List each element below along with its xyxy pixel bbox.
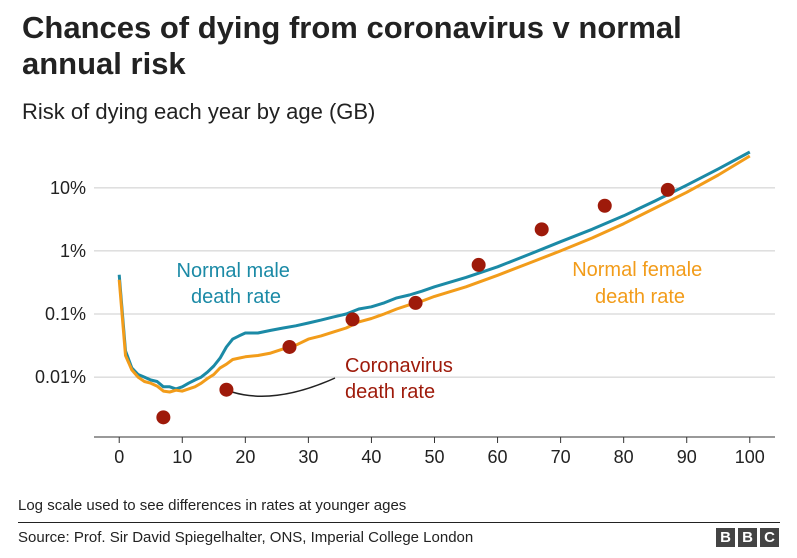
female-series-label: Normal female death rate bbox=[572, 259, 708, 308]
coronavirus-point bbox=[282, 339, 297, 354]
x-axis-ticks: 0 10 20 30 40 50 60 70 80 90 100 bbox=[114, 437, 765, 467]
x-tick-label: 20 bbox=[235, 447, 255, 467]
coronavirus-point bbox=[534, 222, 549, 237]
x-tick-label: 100 bbox=[735, 447, 765, 467]
bbc-logo-letter: B bbox=[716, 528, 735, 547]
chart-title: Chances of dying from coronavirus v norm… bbox=[22, 10, 682, 81]
series-lines bbox=[117, 150, 751, 394]
coronavirus-point bbox=[345, 312, 360, 327]
bbc-logo-letter: C bbox=[760, 528, 779, 547]
female-label-line-1: Normal female bbox=[572, 259, 702, 281]
footer-divider bbox=[18, 522, 780, 523]
coronavirus-series-label: Coronavirus death rate bbox=[345, 355, 458, 403]
male-label-line-1: Normal male bbox=[177, 260, 290, 282]
corona-label-line-1: Coronavirus bbox=[345, 355, 453, 377]
coronavirus-point bbox=[471, 257, 486, 272]
chart-plot-area: 0.01% 0.1% 1% 10% 0 10 20 30 40 50 60 70 80 90 100 No… bbox=[35, 150, 775, 467]
chart-subtitle: Risk of dying each year by age (GB) bbox=[22, 99, 376, 124]
x-tick-label: 80 bbox=[614, 447, 634, 467]
female-death-rate-line bbox=[117, 154, 751, 394]
x-tick-label: 60 bbox=[488, 447, 508, 467]
footnote: Log scale used to see differences in rat… bbox=[18, 497, 407, 514]
male-series-label: Normal male death rate bbox=[177, 260, 296, 308]
coronavirus-point bbox=[219, 382, 234, 397]
coronavirus-point bbox=[156, 410, 171, 425]
coronavirus-annotation-pointer bbox=[231, 377, 336, 397]
x-tick-label: 40 bbox=[361, 447, 381, 467]
source-note: Source: Prof. Sir David Spiegelhalter, O… bbox=[18, 529, 474, 546]
y-tick-label: 1% bbox=[60, 241, 86, 261]
coronavirus-point bbox=[597, 198, 612, 213]
x-tick-label: 10 bbox=[172, 447, 192, 467]
bbc-logo-letter: B bbox=[738, 528, 757, 547]
x-tick-label: 70 bbox=[551, 447, 571, 467]
bbc-logo: B B C bbox=[716, 528, 779, 547]
male-death-rate-line bbox=[117, 150, 751, 391]
y-tick-label: 10% bbox=[50, 178, 86, 198]
x-tick-label: 30 bbox=[298, 447, 318, 467]
y-axis-ticks: 0.01% 0.1% 1% 10% bbox=[35, 178, 86, 387]
female-label-line-2: death rate bbox=[595, 286, 685, 308]
coronavirus-point bbox=[408, 295, 423, 310]
y-tick-label: 0.01% bbox=[35, 367, 86, 387]
coronavirus-points bbox=[156, 182, 675, 425]
coronavirus-point bbox=[660, 182, 675, 197]
y-tick-label: 0.1% bbox=[45, 304, 86, 324]
x-tick-label: 90 bbox=[677, 447, 697, 467]
corona-label-line-2: death rate bbox=[345, 381, 435, 403]
x-tick-label: 0 bbox=[114, 447, 124, 467]
male-label-line-2: death rate bbox=[191, 286, 281, 308]
x-tick-label: 50 bbox=[424, 447, 444, 467]
